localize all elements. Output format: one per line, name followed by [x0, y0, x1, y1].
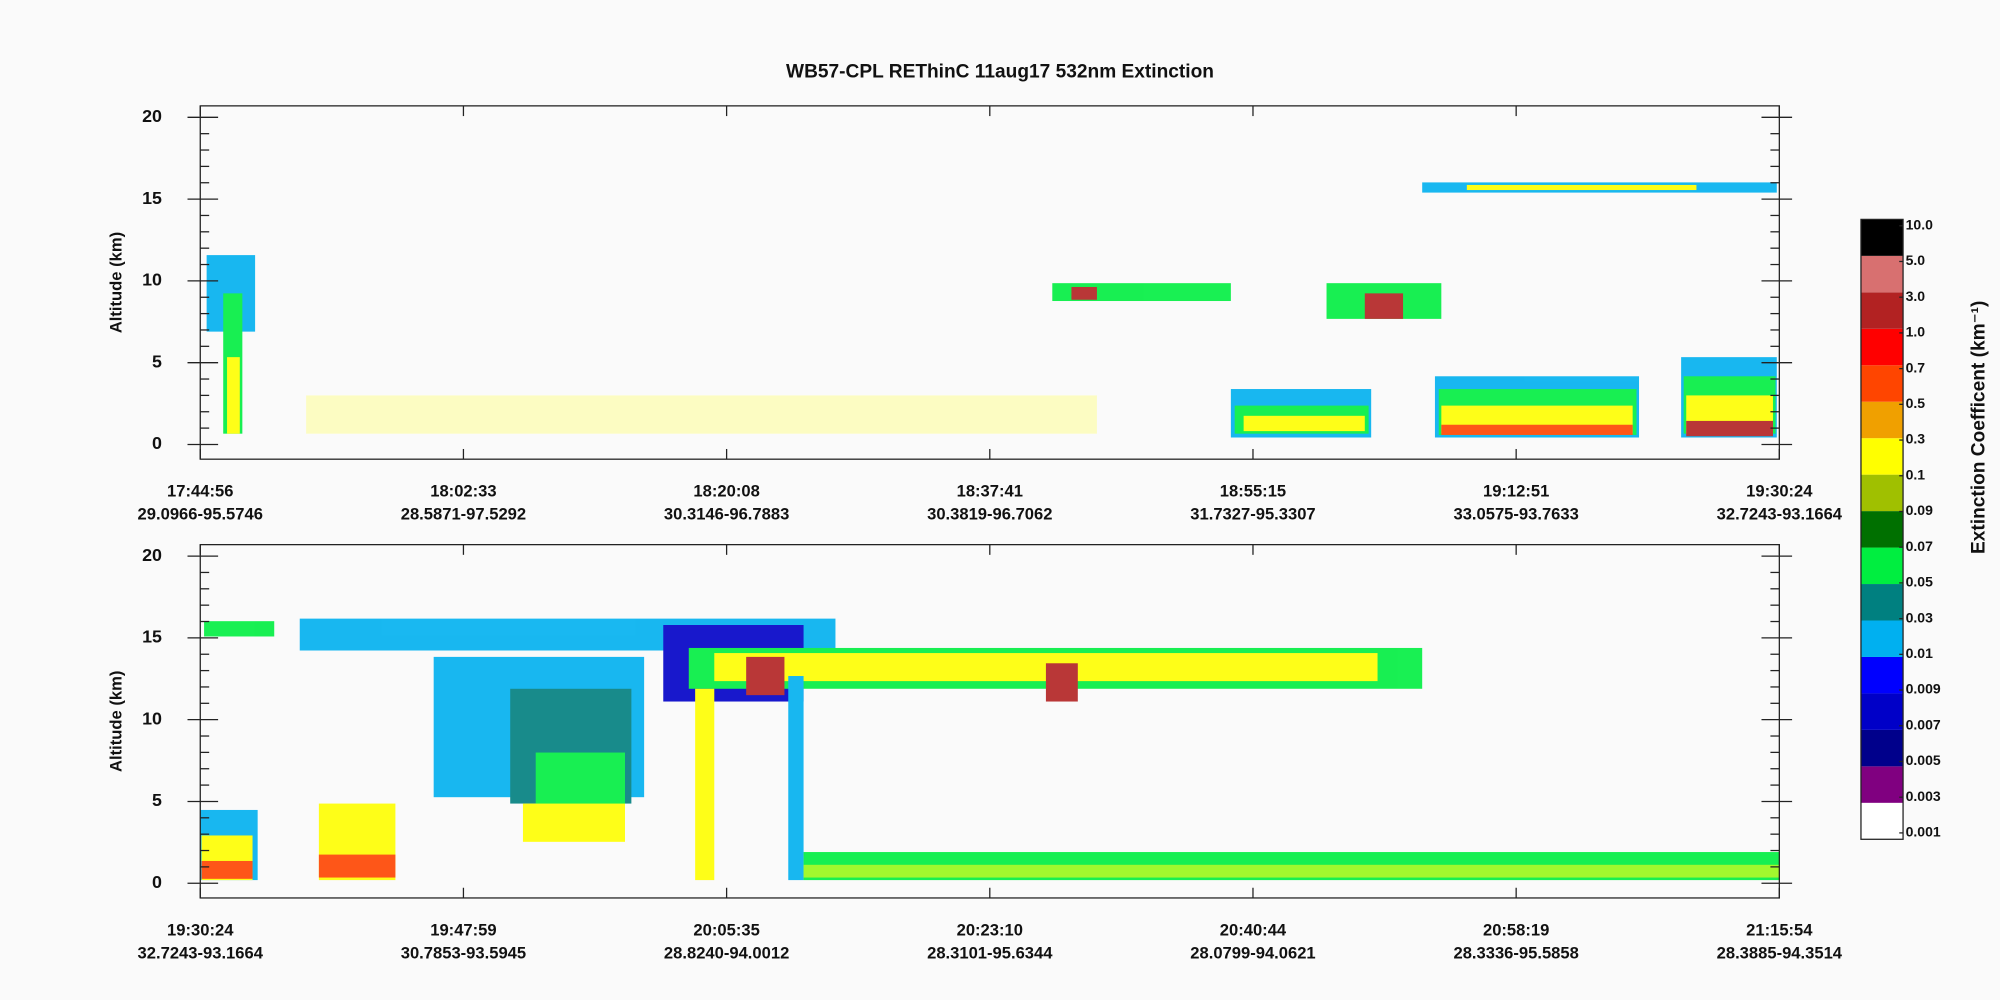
x-tick-location: 30.7853-93.5945: [401, 943, 526, 962]
colorbar-band: [1860, 547, 1904, 585]
colorbar-tick-label: 0.07: [1906, 538, 1933, 554]
x-tick-label: 17:44:56: [167, 482, 233, 501]
x-tick-label: 18:55:15: [1220, 482, 1286, 501]
x-tick-location: 29.0966-95.5746: [138, 505, 263, 524]
y-tick-label: 0: [152, 433, 162, 453]
colorbar-tick-label: 0.5: [1906, 395, 1926, 411]
x-tick-label: 21:15:54: [1746, 920, 1813, 939]
colorbar-band: [1860, 584, 1904, 621]
colorbar-tick-label: 0.01: [1906, 645, 1933, 661]
x-tick-location: 32.7243-93.1664: [1717, 505, 1843, 524]
y-axis-label: Altitude (km): [107, 232, 126, 333]
colorbar-band: [1860, 620, 1904, 657]
y-tick-label: 10: [142, 708, 162, 728]
colorbar-band: [1860, 438, 1904, 475]
y-axis-label: Altitude (km): [107, 671, 126, 772]
x-tick-label: 19:30:24: [1746, 482, 1813, 501]
colorbar-band: [1860, 511, 1904, 548]
colorbar-tick-label: 0.7: [1906, 359, 1926, 375]
colorbar-tick-label: 0.05: [1906, 574, 1933, 590]
colorbar-tick-label: 0.003: [1906, 788, 1941, 804]
x-tick-label: 19:12:51: [1483, 482, 1549, 501]
y-tick-label: 15: [142, 188, 162, 208]
colorbar-band: [1860, 219, 1904, 256]
colorbar-tick-label: 5.0: [1906, 252, 1926, 268]
colorbar-band: [1860, 292, 1904, 329]
colorbar: 0.001 0.003 0.005 0.007 0.009 0.01 0.03 0.05 0.0…: [1860, 216, 1941, 840]
y-tick-label: 20: [142, 545, 162, 565]
colorbar-band: [1860, 766, 1904, 803]
colorbar-tick-label: 0.009: [1906, 681, 1941, 697]
colorbar-band: [1860, 328, 1904, 366]
colorbar-tick-label: 0.007: [1906, 716, 1941, 732]
colorbar-frame: [1860, 218, 1904, 840]
x-tick-location: 32.7243-93.1664: [138, 943, 264, 962]
x-tick-label: 18:02:33: [430, 482, 496, 501]
x-tick-location: 33.0575-93.7633: [1453, 505, 1578, 524]
x-tick-label: 19:47:59: [430, 920, 496, 939]
colorbar-band: [1860, 729, 1904, 767]
x-tick-location: 28.3336-95.5858: [1453, 943, 1578, 962]
y-tick-label: 5: [152, 351, 162, 371]
x-tick-location: 28.5871-97.5292: [401, 505, 526, 524]
x-tick-label: 20:23:10: [957, 920, 1023, 939]
x-tick-location: 30.3146-96.7883: [664, 505, 789, 524]
colorbar-band: [1860, 656, 1904, 694]
x-tick-label: 19:30:24: [167, 920, 234, 939]
curtain-bottom: [200, 618, 1780, 881]
colorbar-band: [1860, 474, 1904, 512]
x-tick-location: 28.3101-95.6344: [927, 943, 1053, 962]
x-tick-label: 20:58:19: [1483, 920, 1549, 939]
x-tick-location: 28.8240-94.0012: [664, 943, 789, 962]
colorbar-band: [1860, 401, 1904, 439]
x-tick-location: 31.7327-95.3307: [1190, 505, 1315, 524]
colorbar-tick-label: 0.3: [1906, 431, 1926, 447]
colorbar-band: [1860, 693, 1904, 730]
y-tick-label: 20: [142, 106, 162, 126]
y-tick-label: 0: [152, 872, 162, 892]
x-tick-label: 18:37:41: [957, 482, 1023, 501]
colorbar-tick-label: 0.03: [1906, 609, 1933, 625]
colorbar-band: [1860, 802, 1904, 840]
x-tick-label: 20:40:44: [1220, 920, 1287, 939]
x-tick-label: 18:20:08: [693, 482, 759, 501]
colorbar-tick-label: 10.0: [1906, 216, 1933, 232]
chart-title: WB57-CPL REThinC 11aug17 532nm Extinctio…: [786, 62, 1214, 83]
axes: Altitude (km) 0 5 10 15 20 17:44:56 29.0966-95.…: [107, 105, 1843, 962]
y-tick-label: 10: [142, 270, 162, 290]
colorbar-tick-label: 1.0: [1906, 324, 1926, 340]
y-tick-label: 15: [142, 627, 162, 647]
colorbar-tick-label: 0.09: [1906, 502, 1933, 518]
colorbar-tick-label: 0.1: [1906, 466, 1926, 482]
x-tick-label: 20:05:35: [693, 920, 759, 939]
curtain-top: [206, 182, 1777, 438]
colorbar-tick-label: 0.001: [1906, 824, 1941, 840]
x-tick-location: 30.3819-96.7062: [927, 505, 1052, 524]
colorbar-title: Extinction Coefficent (km⁻¹): [1969, 301, 1990, 554]
colorbar-tick-label: 0.005: [1906, 752, 1941, 768]
colorbar-band: [1860, 365, 1904, 402]
y-tick-label: 5: [152, 790, 162, 810]
x-tick-location: 28.3885-94.3514: [1717, 943, 1843, 962]
x-tick-location: 28.0799-94.0621: [1190, 943, 1315, 962]
colorbar-band: [1860, 255, 1904, 293]
colorbar-tick-label: 3.0: [1906, 288, 1926, 304]
